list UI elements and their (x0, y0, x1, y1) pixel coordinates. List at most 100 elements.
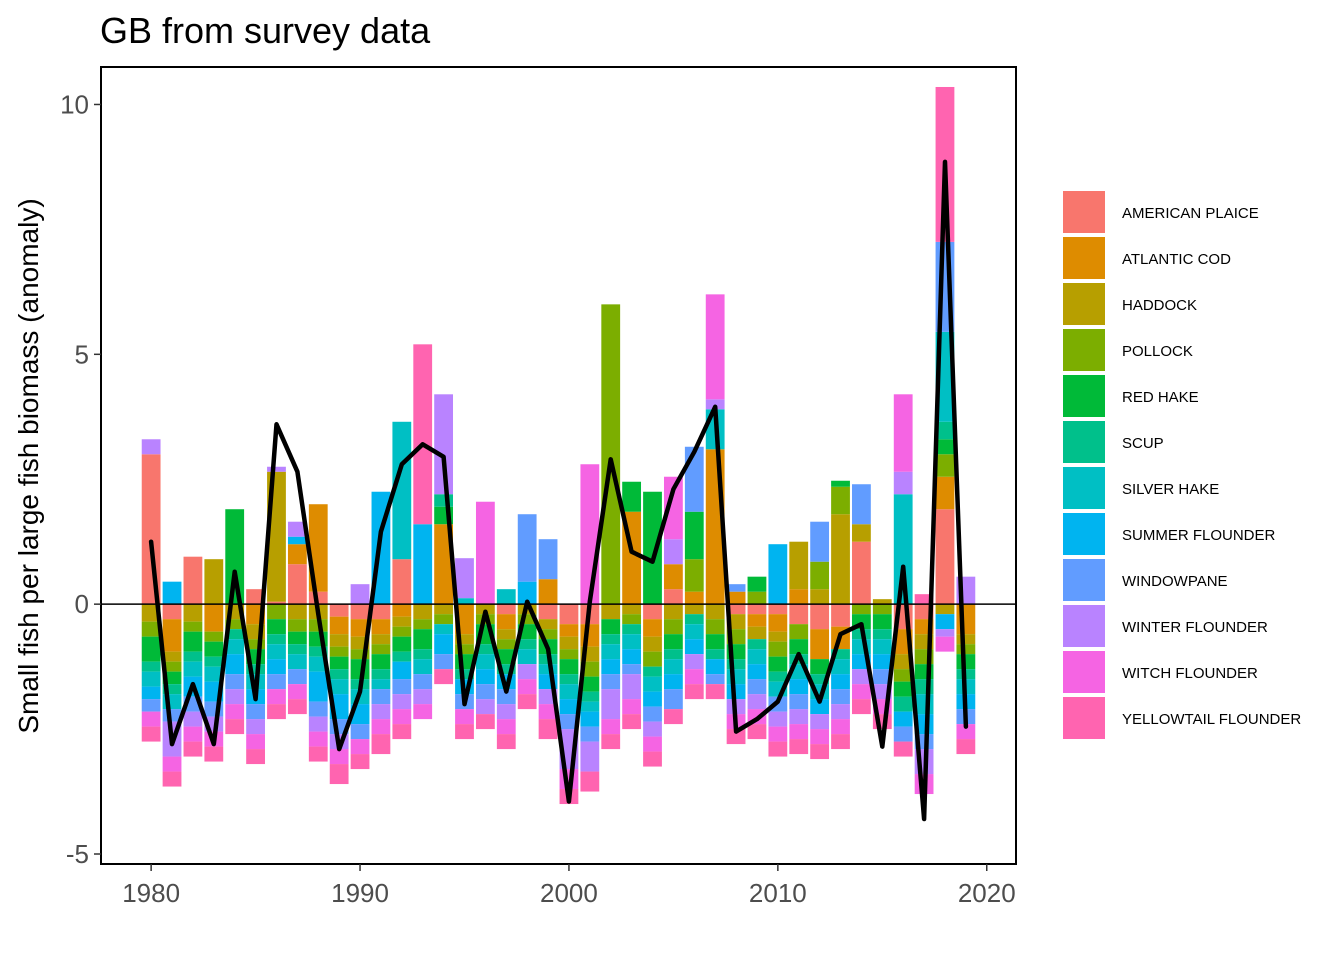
legend-key-windowpane (1063, 559, 1105, 601)
bar-segment-scup-2013 (831, 649, 850, 660)
legend-key-red-hake (1063, 375, 1105, 417)
bar-segment-atlantic-cod-2000 (559, 624, 579, 637)
bar-segment-haddock-1987 (287, 604, 307, 620)
bar-segment-yellowtail-flounder-1980 (141, 726, 161, 742)
legend-label-american-plaice: AMERICAN PLAICE (1122, 205, 1259, 222)
bar-segment-pollock-2005 (663, 619, 683, 635)
bar-segment-scup-1997 (496, 664, 516, 675)
bar-segment-yellowtail-flounder-2013 (831, 734, 850, 750)
bar-segment-red-hake-2005 (663, 634, 683, 650)
bar-segment-winter-flounder-1993 (413, 689, 433, 705)
bar-segment-silver-hake-1987 (287, 654, 307, 670)
bar-segment-yellowtail-flounder-2005 (663, 709, 683, 725)
bar-segment-scup-2002 (601, 634, 621, 645)
bar-segment-haddock-1997 (496, 629, 516, 640)
bar-segment-summer-flounder-1988 (308, 671, 328, 702)
bar-segment-yellowtail-flounder-2010 (768, 741, 788, 757)
bar-segment-silver-hake-1983 (204, 666, 224, 682)
bar-segment-witch-flounder-2019 (956, 724, 976, 740)
bar-segment-red-hake-2016 (893, 681, 913, 697)
bar-segment-summer-flounder-1996 (475, 669, 495, 685)
bar-segment-red-hake-2015 (872, 614, 892, 630)
bar-segment-windowpane-2006 (684, 446, 704, 512)
bar-segment-winter-flounder-2013 (831, 704, 850, 720)
plot-panel-border (100, 66, 1017, 865)
y-tick-label: 0 (75, 589, 89, 619)
bar-segment-winter-flounder-1994 (434, 394, 454, 495)
bar-segment-atlantic-cod-1983 (204, 604, 224, 632)
bar-segment-atlantic-cod-1990 (350, 619, 370, 637)
bar-segment-american-plaice-2010 (768, 604, 788, 615)
legend-label-winter-flounder: WINTER FLOUNDER (1122, 619, 1268, 636)
bar-segment-scup-2008 (726, 659, 746, 670)
bar-segment-haddock-2010 (768, 631, 788, 642)
bar-segment-red-hake-1997 (496, 649, 516, 665)
bar-segment-pollock-1993 (413, 619, 433, 630)
bar-segment-pollock-2015 (872, 604, 892, 615)
axes-layer: 1980 1990 2000 2010 2020 -5 0 5 10 (60, 89, 1016, 908)
bar-segment-windowpane-1998 (517, 514, 537, 582)
bar-segment-silver-hake-2005 (663, 659, 683, 675)
bar-segment-summer-flounder-1994 (434, 634, 454, 655)
bar-segment-yellowtail-flounder-2007 (705, 684, 725, 700)
bar-segment-silver-hake-1997 (496, 589, 516, 605)
bar-segment-windowpane-1994 (434, 654, 454, 670)
bar-segment-silver-hake-2001 (580, 701, 600, 712)
bar-segment-haddock-2006 (684, 604, 704, 615)
bar-segment-summer-flounder-1981 (162, 581, 182, 605)
bar-segment-summer-flounder-2012 (810, 699, 830, 715)
bar-segment-haddock-1999 (538, 619, 558, 630)
legend-label-scup: SCUP (1122, 435, 1164, 452)
bar-segment-winter-flounder-1990 (350, 584, 370, 605)
bar-segment-silver-hake-2003 (622, 634, 642, 650)
bar-segment-witch-flounder-2010 (768, 726, 788, 742)
bar-segment-yellowtail-flounder-1983 (204, 746, 224, 762)
bar-segment-haddock-2014 (852, 524, 871, 542)
bar-segment-windowpane-1984 (225, 674, 245, 690)
bar-segment-witch-flounder-2003 (622, 699, 642, 715)
bar-segment-silver-hake-1984 (225, 639, 245, 655)
bar-segment-witch-flounder-1986 (267, 689, 286, 705)
bar-segment-silver-hake-1991 (371, 679, 391, 690)
bar-segment-silver-hake-1980 (141, 671, 161, 687)
bar-segment-atlantic-cod-2005 (663, 564, 683, 590)
bar-segment-atlantic-cod-2004 (643, 619, 662, 637)
bar-segment-winter-flounder-1995 (455, 558, 474, 599)
bar-segment-silver-hake-1982 (183, 661, 203, 677)
bar-segment-atlantic-cod-1991 (371, 619, 391, 635)
legend-label-red-hake: RED HAKE (1122, 389, 1199, 406)
bar-segment-scup-2006 (684, 614, 704, 625)
bar-segment-red-hake-1992 (392, 636, 412, 652)
bar-segment-windowpane-1980 (141, 699, 161, 712)
bar-segment-winter-flounder-2011 (789, 709, 809, 725)
bar-segment-winter-flounder-2009 (747, 694, 767, 710)
bar-segment-pollock-1986 (267, 604, 286, 620)
bar-segment-scup-2003 (622, 624, 642, 635)
bar-segment-american-plaice-1985 (246, 589, 265, 605)
x-tick-label: 2020 (958, 878, 1016, 908)
bar-segment-haddock-2005 (663, 604, 683, 620)
bar-segment-american-plaice-1992 (392, 559, 412, 605)
bar-segment-american-plaice-2013 (831, 604, 850, 627)
bar-segment-haddock-1993 (413, 604, 433, 620)
bar-segment-scup-2004 (643, 666, 662, 677)
bar-segment-silver-hake-1994 (434, 624, 454, 635)
bar-segment-windowpane-1996 (475, 684, 495, 700)
bar-segment-windowpane-1992 (392, 679, 412, 695)
bar-segment-silver-hake-2000 (559, 684, 579, 700)
y-tick-label: 5 (75, 339, 89, 369)
bar-segment-summer-flounder-2002 (601, 659, 621, 675)
bar-segment-summer-flounder-2016 (893, 711, 913, 727)
bar-segment-windowpane-1999 (538, 539, 558, 580)
bar-segment-silver-hake-2009 (747, 649, 767, 665)
bar-segment-yellowtail-flounder-2004 (643, 751, 662, 767)
bar-segment-witch-flounder-1992 (392, 709, 412, 725)
bar-segment-haddock-2016 (893, 654, 913, 670)
bar-segment-american-plaice-1986 (267, 601, 286, 605)
bar-segment-pollock-2019 (956, 644, 976, 655)
bar-segment-summer-flounder-2010 (768, 544, 788, 605)
legend-key-american-plaice (1063, 191, 1105, 233)
bar-segment-american-plaice-1982 (183, 556, 203, 605)
bar-segment-summer-flounder-2015 (872, 654, 892, 670)
